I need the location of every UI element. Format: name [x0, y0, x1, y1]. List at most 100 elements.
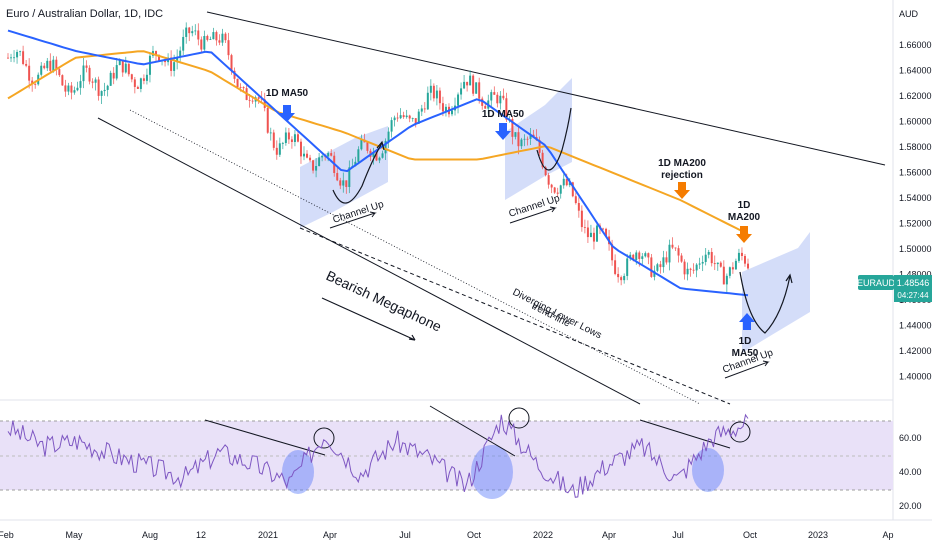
candle [659, 260, 662, 274]
candle [432, 83, 435, 102]
candle [472, 74, 475, 97]
candle [287, 127, 290, 144]
megaphone-lower-line [97, 117, 641, 405]
candle [438, 87, 441, 110]
price-tick-label: 1.64000 [899, 66, 932, 76]
candle [278, 137, 281, 158]
rsi-break-circle-1 [313, 427, 335, 449]
candle [734, 258, 737, 270]
candle [547, 172, 550, 189]
candle [698, 257, 701, 270]
candle [529, 127, 532, 146]
candle [227, 32, 230, 60]
lower-lows-trend-line [299, 227, 731, 405]
label-ma200-rejection-2: rejection [661, 170, 703, 181]
candle [457, 92, 460, 114]
candle [67, 82, 70, 96]
time-tick-label: May [65, 530, 83, 540]
label-ma50-3-1: 1D [739, 336, 752, 347]
price-tick-label: 1.40000 [899, 372, 932, 382]
candle [541, 149, 544, 170]
candle [580, 205, 583, 232]
candle [466, 81, 469, 92]
candle [82, 57, 85, 89]
candle [28, 58, 31, 89]
rsi-bottom-circle-1 [282, 450, 314, 494]
candle [574, 190, 577, 205]
candle [463, 75, 466, 90]
candle [318, 152, 321, 167]
candle [91, 78, 94, 89]
candle [668, 239, 671, 271]
megaphone-arrow [321, 297, 416, 341]
ma200-rejection-arrow [674, 182, 690, 199]
candle [266, 106, 269, 134]
price-tick-label: 1.50000 [899, 244, 932, 254]
candle [725, 273, 728, 293]
candle [381, 150, 384, 159]
candle [339, 177, 342, 190]
candle [656, 262, 659, 273]
candle [124, 56, 127, 74]
rsi-tick-label: 60.00 [899, 433, 922, 443]
candle [707, 249, 710, 259]
candle [671, 237, 674, 250]
candle [100, 90, 103, 104]
time-tick-label: 2023 [808, 530, 828, 540]
candle [197, 23, 200, 46]
label-ma200-1: 1D [738, 200, 751, 211]
time-tick-label: 2021 [258, 530, 278, 540]
candle [221, 28, 224, 46]
channel-up-arrow-1 [329, 211, 377, 229]
candle [674, 247, 677, 251]
symbol-tag [858, 275, 894, 290]
rsi-bottom-circle-3 [692, 448, 724, 492]
candle [689, 267, 692, 277]
candle [127, 63, 130, 77]
candle [393, 115, 396, 127]
candle [683, 259, 686, 280]
price-tick-label: 1.60000 [899, 117, 932, 127]
time-tick-label: Jul [399, 530, 411, 540]
candle [475, 82, 478, 94]
symbol-tag-text: EURAUD [857, 278, 896, 288]
candle [435, 84, 438, 106]
channel-up-box-3 [742, 232, 810, 353]
candle [704, 247, 707, 266]
candle [43, 63, 46, 70]
candle [275, 140, 278, 160]
candle [502, 88, 505, 101]
candle [88, 65, 91, 85]
rsi-bottom-circle-2 [471, 445, 513, 499]
candle [64, 79, 67, 97]
candle [408, 114, 411, 123]
candle [109, 70, 112, 87]
time-tick-label: Apr [602, 530, 616, 540]
candle [106, 84, 109, 97]
candle [387, 127, 390, 149]
candle [514, 132, 517, 140]
candle [170, 50, 173, 77]
candle [740, 247, 743, 261]
price-tick-label: 1.52000 [899, 219, 932, 229]
candle [454, 97, 457, 116]
label-ma200-2: MA200 [728, 212, 761, 223]
candle [296, 131, 299, 143]
projection-arrowhead-1 [376, 140, 385, 151]
candle [650, 254, 653, 278]
label-channel-up-2: Channel Up [508, 193, 562, 220]
candle [315, 158, 318, 178]
time-tick-label: Aug [142, 530, 158, 540]
candle [342, 172, 345, 193]
candle [617, 267, 620, 283]
candle [626, 253, 629, 281]
candle [577, 197, 580, 218]
candle [595, 223, 598, 243]
candle [115, 57, 118, 81]
time-tick-label: Feb [0, 530, 14, 540]
channel-up-arrow-3 [724, 360, 770, 379]
candle [236, 78, 239, 88]
projection-curve-3 [739, 271, 791, 334]
candle [411, 117, 414, 122]
label-ma50-1: 1D MA50 [266, 88, 309, 99]
